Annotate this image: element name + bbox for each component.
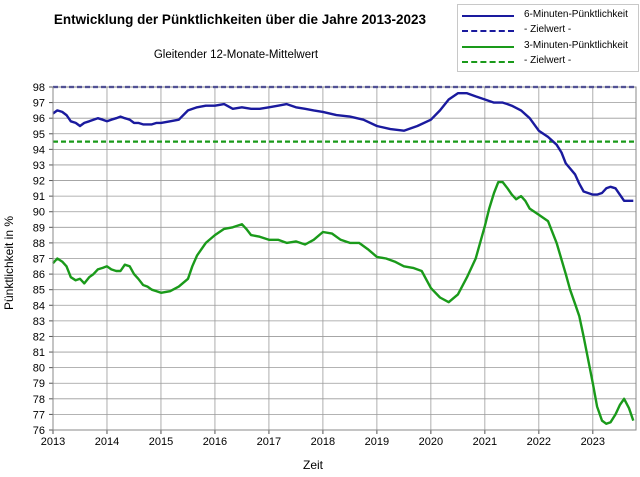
y-tick-label: 96 (33, 113, 45, 125)
x-tick-label: 2015 (149, 436, 173, 448)
y-tick-label: 93 (33, 160, 45, 172)
x-tick-label: 2017 (257, 436, 281, 448)
y-tick-label: 94 (33, 144, 45, 156)
y-tick-label: 82 (33, 331, 45, 343)
x-tick-label: 2021 (473, 436, 497, 448)
legend-label-6-min: 6-Minuten-Pünktlichkeit (524, 9, 628, 20)
legend-label-target-6-min: - Zielwert - (524, 24, 572, 35)
y-tick-label: 76 (33, 425, 45, 437)
y-tick-label: 83 (33, 316, 45, 328)
y-tick-label: 89 (33, 222, 45, 234)
y-tick-label: 98 (33, 82, 45, 94)
x-axis-label: Zeit (303, 458, 324, 472)
y-tick-label: 97 (33, 98, 45, 110)
x-tick-label: 2022 (527, 436, 551, 448)
legend-label-target-3-min: - Zielwert - (524, 55, 572, 66)
legend-item-target-3-min: - Zielwert - (458, 54, 638, 70)
y-tick-label: 88 (33, 238, 45, 250)
series-line-0 (52, 91, 634, 203)
chart-subtitle: Gleitender 12-Monate-Mittelwert (154, 49, 319, 61)
chart-title: Entwicklung der Pünktlichkeiten über die… (54, 12, 427, 27)
y-tick-label: 91 (33, 191, 45, 203)
y-tick-label: 79 (33, 378, 45, 390)
y-tick-label: 85 (33, 285, 45, 297)
legend-swatch-target-3-min (462, 61, 514, 63)
plot-frame (52, 86, 637, 431)
y-tick-label: 92 (33, 176, 45, 188)
legend-swatch-3-min (462, 46, 514, 48)
x-tick-label: 2019 (365, 436, 389, 448)
y-tick-label: 86 (33, 269, 45, 281)
y-axis-label: Pünktlichkeit in % (2, 216, 16, 310)
legend: 6-Minuten-Pünktlichkeit - Zielwert - 3-M… (457, 4, 639, 72)
legend-label-3-min: 3-Minuten-Pünktlichkeit (524, 40, 628, 51)
y-tick-label: 80 (33, 363, 45, 375)
x-tick-label: 2013 (41, 436, 65, 448)
legend-item-target-6-min: - Zielwert - (458, 23, 638, 39)
x-tick-labels: 2013 2014 2015 2016 2017 2018 2019 2020 2021 2022… (41, 436, 605, 448)
legend-swatch-target-6-min (462, 30, 514, 32)
series-line-2 (52, 180, 635, 425)
y-tick-label: 81 (33, 347, 45, 359)
y-tick-label: 84 (33, 300, 45, 312)
y-tick-label: 90 (33, 207, 45, 219)
legend-item-3-min: 3-Minuten-Pünktlichkeit (458, 39, 638, 55)
y-tick-label: 77 (33, 409, 45, 421)
x-tick-label: 2018 (311, 436, 335, 448)
series-lines (52, 91, 635, 425)
y-tick-label: 87 (33, 254, 45, 266)
y-tick-label: 95 (33, 129, 45, 141)
y-tick-labels: 76 77 78 79 80 81 82 83 84 85 86 87 88 89 90 91 92 93 94 95… (33, 82, 45, 437)
x-tick-label: 2023 (581, 436, 605, 448)
x-tick-label: 2014 (95, 436, 119, 448)
x-tick-label: 2020 (419, 436, 443, 448)
y-tick-label: 78 (33, 394, 45, 406)
x-tick-label: 2016 (203, 436, 227, 448)
legend-swatch-6-min (462, 15, 514, 17)
grid-layer (49, 86, 636, 434)
legend-item-6-min: 6-Minuten-Pünktlichkeit (458, 8, 638, 24)
